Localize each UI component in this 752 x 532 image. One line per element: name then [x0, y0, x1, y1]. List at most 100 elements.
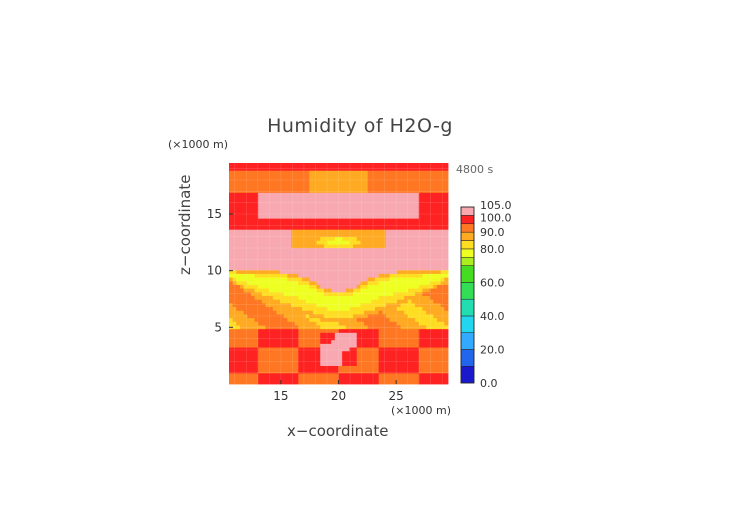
- heatmap-cell: [367, 251, 372, 256]
- heatmap-cell: [338, 214, 343, 219]
- heatmap-cell: [356, 339, 361, 344]
- heatmap-cell: [433, 207, 438, 212]
- heatmap-cell: [353, 376, 358, 381]
- heatmap-cell: [411, 192, 416, 197]
- heatmap-cell: [396, 225, 401, 230]
- heatmap-cell: [261, 284, 266, 289]
- heatmap-cell: [309, 358, 314, 363]
- heatmap-cell: [345, 199, 350, 204]
- heatmap-cell: [236, 255, 241, 260]
- heatmap-cell: [360, 277, 365, 282]
- heatmap-cell: [407, 291, 412, 296]
- heatmap-cell: [323, 336, 328, 341]
- heatmap-cell: [367, 229, 372, 234]
- heatmap-cell: [232, 218, 237, 223]
- heatmap-cell: [393, 302, 398, 308]
- heatmap-cell: [291, 203, 296, 208]
- heatmap-cell: [444, 280, 449, 285]
- heatmap-cell: [287, 376, 292, 381]
- heatmap-cell: [265, 266, 270, 271]
- heatmap-cell: [302, 358, 307, 363]
- heatmap-cell: [437, 218, 442, 223]
- heatmap-cell: [254, 284, 259, 289]
- heatmap-cell: [385, 302, 390, 308]
- heatmap-cell: [338, 354, 343, 359]
- heatmap-cell: [353, 255, 358, 260]
- heatmap-cell: [229, 295, 234, 300]
- heatmap-cell: [334, 229, 339, 234]
- heatmap-cell: [302, 174, 307, 179]
- heatmap-cell: [342, 258, 347, 263]
- heatmap-cell: [371, 207, 376, 212]
- heatmap-cell: [323, 232, 328, 238]
- heatmap-cell: [364, 207, 369, 212]
- heatmap-cell: [269, 199, 274, 204]
- heatmap-cell: [407, 214, 412, 219]
- heatmap-cell: [258, 369, 263, 374]
- heatmap-cell: [382, 181, 387, 186]
- heatmap-cell: [269, 214, 274, 219]
- heatmap-cell: [327, 284, 332, 289]
- heatmap-cell: [378, 232, 383, 238]
- heatmap-cell: [254, 314, 259, 319]
- heatmap-cell: [254, 302, 259, 308]
- heatmap-cell: [247, 328, 252, 333]
- heatmap-cell: [411, 221, 416, 227]
- heatmap-cell: [316, 369, 321, 374]
- heatmap-cell: [356, 310, 361, 315]
- heatmap-cell: [375, 218, 380, 223]
- heatmap-cell: [364, 332, 369, 337]
- heatmap-cell: [433, 328, 438, 333]
- heatmap-cell: [338, 174, 343, 179]
- heatmap-cell: [312, 166, 317, 171]
- heatmap-cell: [353, 288, 358, 293]
- heatmap-cell: [294, 361, 299, 366]
- heatmap-cell: [429, 358, 434, 363]
- heatmap-cell: [250, 207, 255, 212]
- heatmap-cell: [298, 358, 303, 363]
- heatmap-cell: [385, 266, 390, 271]
- heatmap-cell: [353, 280, 358, 285]
- heatmap-cell: [353, 210, 358, 215]
- heatmap-cell: [356, 225, 361, 230]
- heatmap-cell: [236, 339, 241, 344]
- colorbar-swatch: [460, 215, 475, 225]
- heatmap-cell: [371, 277, 376, 282]
- heatmap-cell: [312, 347, 317, 352]
- heatmap-cell: [396, 306, 401, 311]
- heatmap-cell: [440, 380, 445, 385]
- heatmap-cell: [353, 225, 358, 230]
- heatmap-cell: [272, 299, 277, 304]
- heatmap-cell: [364, 214, 369, 219]
- heatmap-cell: [385, 251, 390, 256]
- heatmap-cell: [396, 218, 401, 223]
- heatmap-cell: [415, 277, 420, 282]
- heatmap-cell: [232, 251, 237, 256]
- heatmap-cell: [367, 258, 372, 263]
- heatmap-cell: [283, 328, 288, 333]
- heatmap-cell: [327, 380, 332, 385]
- heatmap-cell: [280, 288, 285, 293]
- heatmap-cell: [291, 251, 296, 256]
- heatmap-cell: [444, 288, 449, 293]
- heatmap-cell: [444, 358, 449, 363]
- heatmap-cell: [312, 236, 317, 241]
- heatmap-cell: [243, 262, 248, 267]
- heatmap-cell: [287, 295, 292, 300]
- heatmap-cell: [444, 372, 449, 378]
- heatmap-cell: [258, 336, 263, 341]
- heatmap-cell: [239, 339, 244, 344]
- heatmap-cell: [389, 192, 394, 197]
- heatmap-cell: [331, 266, 336, 271]
- heatmap-cell: [269, 306, 274, 311]
- heatmap-cell: [232, 317, 237, 322]
- heatmap-cell: [444, 325, 449, 330]
- heatmap-cell: [276, 247, 281, 252]
- heatmap-cell: [261, 199, 266, 204]
- heatmap-cell: [411, 350, 416, 355]
- heatmap-cell: [349, 251, 354, 256]
- heatmap-cell: [433, 203, 438, 208]
- heatmap-cell: [316, 358, 321, 363]
- heatmap-cell: [437, 210, 442, 215]
- heatmap-cell: [323, 229, 328, 234]
